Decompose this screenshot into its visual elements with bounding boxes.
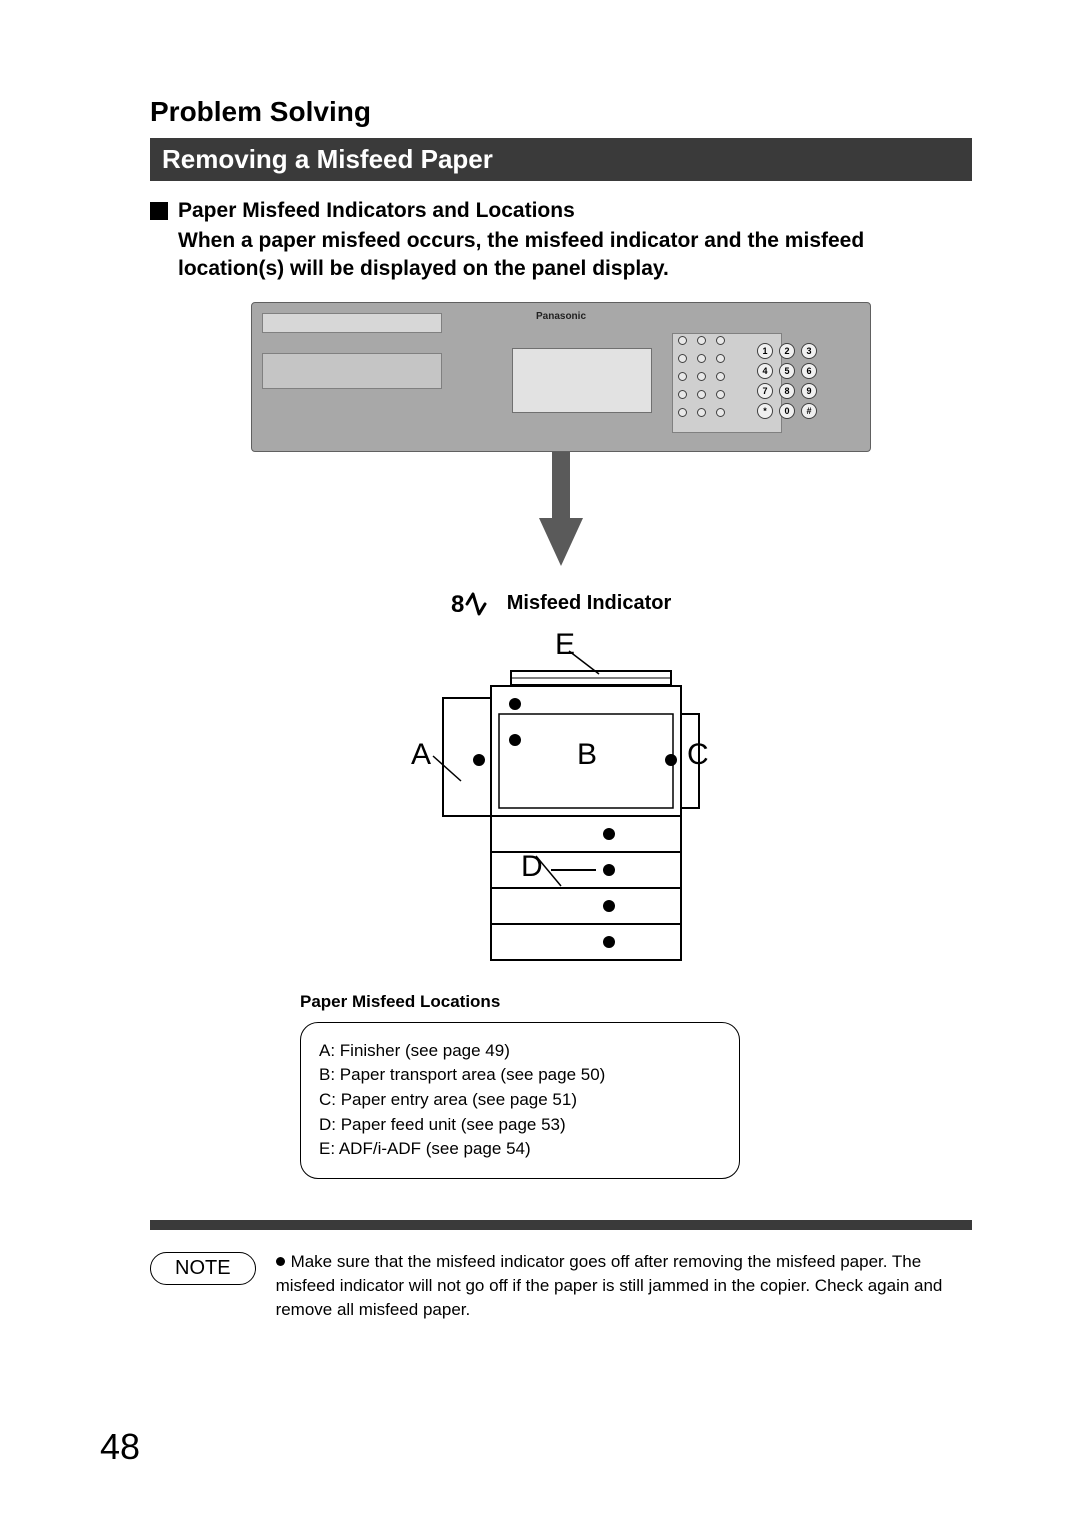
locations-heading: Paper Misfeed Locations xyxy=(300,992,972,1012)
note-row: NOTE Make sure that the misfeed indicato… xyxy=(150,1250,972,1321)
divider-bar xyxy=(150,1220,972,1230)
subsection-description: When a paper misfeed occurs, the misfeed… xyxy=(178,227,972,284)
bullet-icon xyxy=(276,1257,285,1266)
location-dot xyxy=(473,754,485,766)
keypad: 123 456 789 *0# xyxy=(722,343,852,423)
location-item: B: Paper transport area (see page 50) xyxy=(319,1063,721,1088)
location-item: E: ADF/i-ADF (see page 54) xyxy=(319,1137,721,1162)
location-dot xyxy=(509,734,521,746)
location-item: C: Paper entry area (see page 51) xyxy=(319,1088,721,1113)
subsection-heading: Paper Misfeed Indicators and Locations xyxy=(150,199,972,223)
subsection-title: Paper Misfeed Indicators and Locations xyxy=(178,199,575,223)
svg-text:8: 8 xyxy=(451,591,464,618)
brand-label: Panasonic xyxy=(536,311,586,322)
control-panel: Panasonic 123 456 789 *0# xyxy=(251,302,871,452)
misfeed-indicator-label: Misfeed Indicator xyxy=(507,592,671,615)
diagram-label-e: E xyxy=(555,628,575,662)
note-body-text: Make sure that the misfeed indicator goe… xyxy=(276,1252,943,1319)
location-dot xyxy=(509,698,521,710)
locations-box: A: Finisher (see page 49) B: Paper trans… xyxy=(300,1022,740,1179)
panel-strip xyxy=(262,313,442,333)
location-dot xyxy=(665,754,677,766)
copier-svg xyxy=(381,626,741,966)
page-title: Problem Solving xyxy=(150,96,972,128)
note-label: NOTE xyxy=(150,1252,256,1285)
square-bullet-icon xyxy=(150,202,168,220)
note-text: Make sure that the misfeed indicator goe… xyxy=(276,1250,972,1321)
location-dot xyxy=(603,864,615,876)
page-number: 48 xyxy=(100,1426,140,1468)
location-item: D: Paper feed unit (see page 53) xyxy=(319,1113,721,1138)
panel-lcd xyxy=(512,348,652,413)
section-title-bar: Removing a Misfeed Paper xyxy=(150,138,972,181)
misfeed-indicator-icon: 8 xyxy=(451,590,497,618)
diagram-label-b: B xyxy=(577,738,597,772)
location-dot xyxy=(603,900,615,912)
location-dot xyxy=(603,936,615,948)
misfeed-indicator-row: 8 Misfeed Indicator xyxy=(150,590,972,618)
location-dot xyxy=(603,828,615,840)
arrow-down-icon xyxy=(539,518,583,566)
panel-strip xyxy=(262,353,442,389)
diagram-label-d: D xyxy=(521,850,543,884)
location-item: A: Finisher (see page 49) xyxy=(319,1039,721,1064)
diagram-label-a: A xyxy=(411,738,431,772)
diagram-label-c: C xyxy=(687,738,709,772)
manual-page: Problem Solving Removing a Misfeed Paper… xyxy=(0,0,1080,1528)
copier-diagram: E A B C D xyxy=(381,626,741,966)
arrow-stem xyxy=(552,448,570,518)
control-panel-figure: Panasonic 123 456 789 *0# xyxy=(251,302,871,566)
